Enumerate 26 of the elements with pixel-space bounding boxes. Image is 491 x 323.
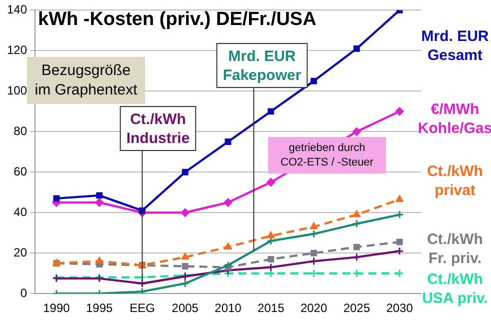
x-tick-label: 2030 xyxy=(386,301,414,316)
x-tick-label: EEG xyxy=(130,301,155,316)
annotation: Bezugsgröße im Graphentext xyxy=(34,62,138,98)
x-tick-label: 1995 xyxy=(86,301,114,316)
y-tick-label: 20 xyxy=(14,245,28,260)
x-tick-label: 2015 xyxy=(258,301,285,316)
y-tick-label: 60 xyxy=(14,164,28,178)
series-label: Ct./kWh privat xyxy=(427,163,483,200)
x-tick-label: 1990 xyxy=(43,301,70,316)
y-tick-label: 0 xyxy=(20,286,28,300)
series-label: Mrd. EUR Gesamt xyxy=(421,28,489,64)
x-tick-label: 2010 xyxy=(214,301,242,316)
series-label: Ct./kWh Fr. priv. xyxy=(427,231,483,268)
text: Mrd. EUR Fakepower xyxy=(222,48,302,84)
y-tick-label: 80 xyxy=(14,124,28,138)
chart-title: kWh -Kosten (priv.) DE/Fr./USA xyxy=(38,9,317,30)
series-label: Ct./kWh USA priv. xyxy=(422,271,488,308)
y-tick-label: 120 xyxy=(6,43,28,57)
y-tick-label: 140 xyxy=(6,2,28,17)
x-tick-label: 2005 xyxy=(172,301,199,316)
x-tick-label: 2025 xyxy=(343,301,370,316)
y-tick-label: 100 xyxy=(6,83,28,98)
text: Ct./kWh Industrie xyxy=(126,111,190,148)
x-tick-label: 2020 xyxy=(300,301,328,316)
annotation: getrieben durch CO2-ETS / -Steuer xyxy=(280,142,374,168)
y-tick-label: 40 xyxy=(14,204,28,219)
